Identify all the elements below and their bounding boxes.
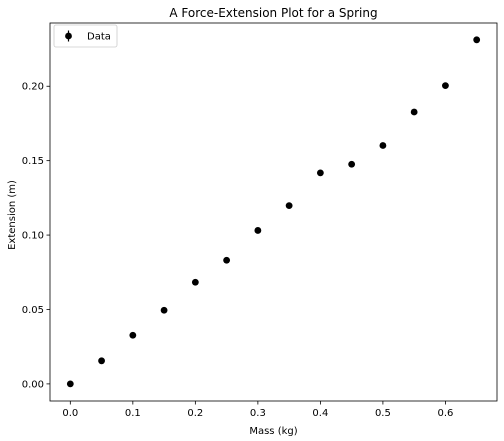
x-axis-label: Mass (kg) [249, 426, 297, 437]
chart-title: A Force-Extension Plot for a Spring [169, 6, 377, 20]
legend-box [53, 24, 118, 48]
data-point [410, 108, 418, 116]
data-point [191, 278, 199, 286]
data-points [66, 36, 481, 388]
plot-area: 0.0 0.1 0.2 0.3 0.4 0.5 0.6 0.000.050.100.150.… [22, 22, 498, 419]
y-tick-label: 0.05 [22, 305, 44, 316]
data-point [129, 331, 137, 339]
legend-entry-label: Data [87, 32, 111, 43]
data-point [348, 160, 356, 168]
data-point [66, 380, 74, 388]
y-tick-label: 0.10 [22, 231, 44, 242]
data-point [379, 142, 387, 149]
y-axis-label: Extension (m) [7, 180, 18, 250]
data-point [285, 202, 293, 210]
data-point [442, 82, 449, 90]
x-tick-label: 0.0 [62, 408, 78, 419]
y-axis: 0.00 0.05 0.10 0.15 0.20 [22, 82, 50, 390]
legend-marker-icon [65, 32, 72, 40]
x-tick-label: 0.5 [375, 408, 391, 419]
legend: Data [53, 24, 118, 48]
x-tick-label: 0.2 [187, 408, 203, 419]
axes-frame [49, 22, 498, 402]
x-tick-label: 0.3 [250, 408, 266, 419]
data-point [223, 256, 231, 264]
data-point [316, 169, 324, 177]
data-point [473, 36, 481, 44]
x-tick-label: 0.6 [437, 408, 453, 419]
x-tick-label: 0.1 [125, 408, 141, 419]
data-point [160, 306, 168, 314]
y-tick-label: 0.15 [22, 156, 44, 167]
data-point [254, 227, 262, 234]
y-tick-label: 0.20 [22, 82, 44, 93]
y-tick-label: 0.00 [22, 379, 44, 390]
data-point [98, 357, 105, 365]
x-axis: 0.0 0.1 0.2 0.3 0.4 0.5 0.6 [62, 401, 453, 419]
x-tick-label: 0.4 [312, 408, 328, 419]
